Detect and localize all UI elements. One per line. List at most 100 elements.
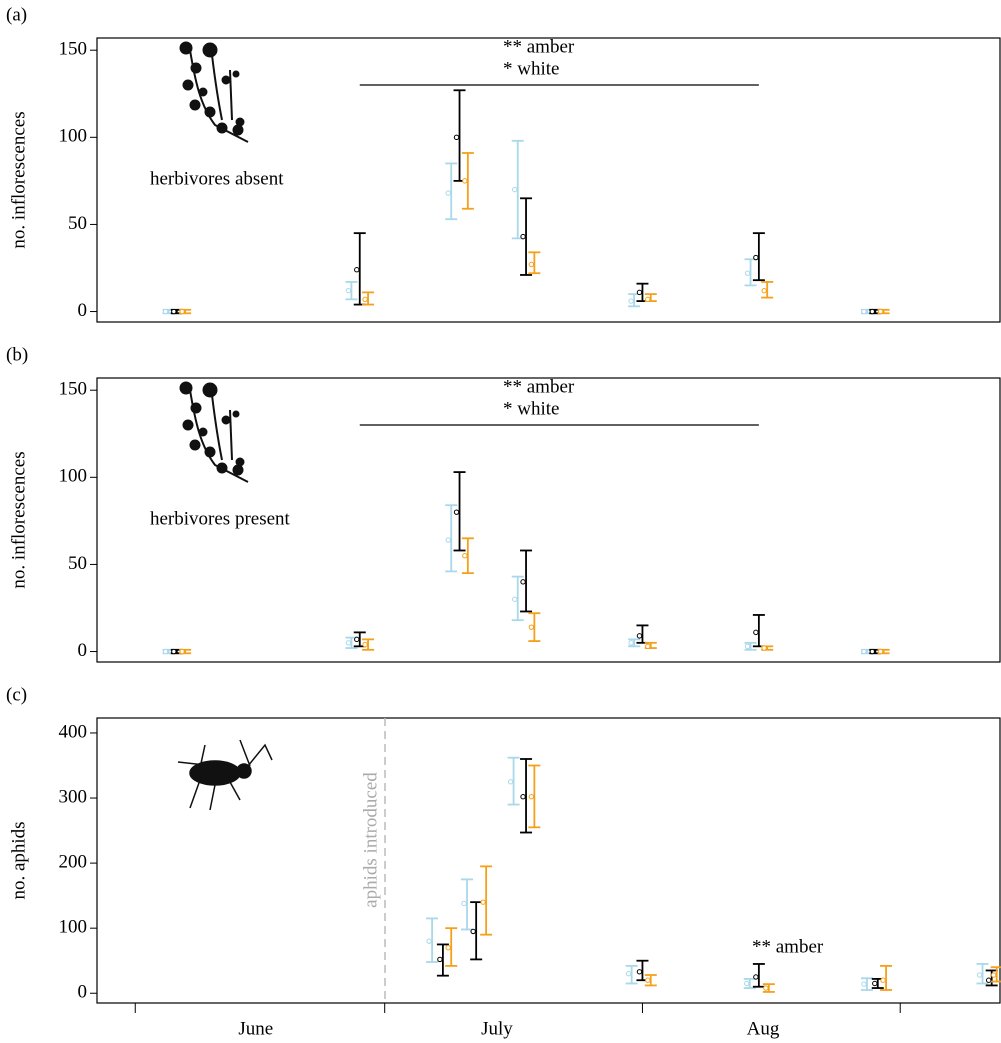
error-bar	[461, 878, 474, 931]
mean-point	[976, 972, 983, 978]
error-bar	[480, 865, 493, 936]
mean-point	[880, 977, 886, 983]
mean-point	[453, 134, 460, 141]
mean-point	[877, 648, 884, 655]
mean-point	[753, 629, 759, 636]
error-bar	[445, 504, 458, 573]
mean-point	[990, 972, 997, 978]
error-bar	[752, 963, 765, 988]
annotation: ** amber	[503, 36, 575, 57]
error-bar	[445, 927, 458, 967]
error-bar	[528, 612, 541, 642]
mean-point	[645, 977, 651, 983]
error-bar	[520, 549, 533, 613]
error-bar	[362, 291, 375, 306]
error-bar	[860, 977, 873, 991]
plant-icon	[179, 41, 249, 483]
error-bar	[528, 764, 541, 829]
mean-point	[528, 794, 535, 800]
mean-point	[362, 296, 368, 303]
y-tick-label: 100	[59, 917, 88, 938]
mean-point	[462, 178, 468, 184]
mean-point	[636, 289, 643, 296]
mean-point	[625, 971, 632, 977]
error-bar	[644, 974, 657, 987]
mean-point	[445, 944, 451, 951]
mean-point	[426, 938, 432, 944]
y-tick-label: 150	[59, 39, 88, 60]
error-bar	[628, 638, 641, 648]
mean-point	[761, 645, 767, 651]
mean-point	[354, 636, 360, 643]
mean-point	[362, 641, 368, 648]
mean-point	[445, 190, 451, 196]
mean-point	[345, 640, 352, 646]
mean-point	[345, 287, 352, 294]
error-bar	[985, 969, 998, 987]
aphid-icon	[177, 739, 273, 811]
mean-point	[861, 308, 867, 315]
error-bar	[453, 471, 466, 552]
mean-point	[869, 308, 875, 315]
mean-point	[480, 899, 486, 905]
mean-point	[877, 308, 884, 315]
error-bar	[743, 978, 756, 989]
mean-point	[753, 254, 759, 261]
error-bar	[520, 197, 533, 276]
y-tick-label: 0	[78, 982, 88, 1003]
x-tick-label: Aug	[747, 1018, 780, 1039]
mean-point	[462, 553, 468, 559]
y-axis-label: no. inflorescences	[8, 451, 29, 588]
mean-point	[628, 298, 634, 304]
y-tick-label: 200	[59, 851, 88, 872]
annotation: * white	[503, 398, 559, 419]
error-bar	[461, 537, 474, 575]
y-tick-label: 50	[68, 213, 87, 234]
y-axis-label: no. aphids	[8, 821, 29, 899]
annotation: ** amber	[752, 936, 824, 957]
mean-point	[512, 186, 518, 193]
annotation: * white	[503, 58, 559, 79]
y-axis-label: no. inflorescences	[8, 111, 29, 248]
error-bar	[880, 965, 893, 991]
error-bar	[461, 152, 474, 210]
annotation: ** amber	[503, 376, 575, 397]
mean-point	[636, 633, 643, 639]
error-bar	[426, 917, 439, 963]
error-bar	[345, 281, 358, 301]
y-tick-label: 150	[59, 379, 88, 400]
mean-point	[753, 974, 759, 980]
mean-point	[985, 977, 992, 983]
mean-point	[520, 794, 526, 800]
mean-point	[861, 648, 867, 655]
error-bar	[520, 758, 533, 834]
mean-point	[528, 261, 535, 268]
mean-point	[354, 267, 360, 273]
error-bar	[511, 575, 524, 622]
mean-point	[453, 509, 460, 515]
error-bar	[507, 756, 520, 806]
error-bar	[528, 251, 541, 275]
y-tick-label: 400	[59, 721, 88, 742]
mean-point	[171, 308, 177, 315]
error-bar	[744, 641, 757, 651]
mean-point	[628, 640, 634, 646]
y-tick-label: 100	[59, 466, 88, 487]
x-tick-label: June	[238, 1018, 273, 1039]
mean-point	[461, 900, 467, 907]
mean-point	[872, 980, 878, 987]
mean-point	[761, 287, 767, 294]
mean-point	[645, 296, 651, 303]
mean-point	[744, 980, 750, 987]
x-tick-label: July	[481, 1018, 513, 1039]
mean-point	[636, 969, 643, 975]
mean-point	[512, 596, 518, 602]
mean-point	[869, 648, 875, 655]
plot-frame	[96, 377, 1001, 663]
mean-point	[763, 985, 769, 991]
mean-point	[744, 643, 751, 650]
mean-point	[507, 779, 514, 785]
error-bar	[445, 162, 458, 221]
mean-point	[520, 579, 526, 585]
error-bar	[976, 963, 989, 985]
